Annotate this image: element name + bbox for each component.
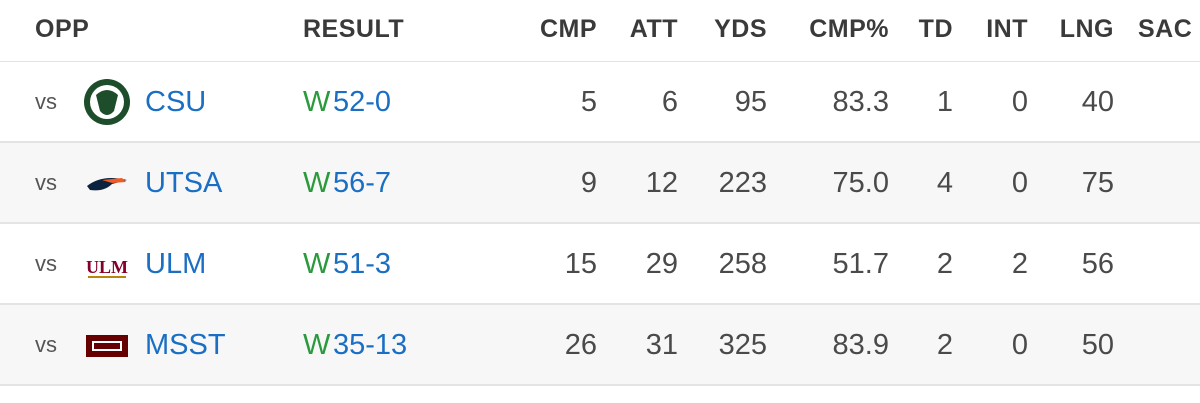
stat-value: 56 [1081, 248, 1114, 280]
vs-label: vs [35, 251, 57, 276]
team-name[interactable]: UTSA [145, 167, 223, 199]
stat-value: 75.0 [832, 167, 889, 199]
stat-value: 9 [580, 167, 597, 199]
game-score[interactable]: 52-0 [333, 86, 392, 118]
column-header[interactable]: LNG [1059, 15, 1114, 43]
column-header[interactable]: TD [918, 15, 953, 43]
stat-value: 0 [1011, 167, 1028, 199]
column-header[interactable]: CMP [539, 15, 597, 43]
stat-value: 26 [564, 329, 597, 361]
team-logo: ULM [86, 257, 128, 278]
stat-value: 4 [936, 167, 953, 199]
column-header[interactable]: OPP [35, 15, 90, 43]
team-name[interactable]: ULM [145, 248, 207, 280]
column-header[interactable]: CMP% [809, 15, 889, 43]
stat-value: 1 [936, 86, 953, 118]
team-name[interactable]: MSST [145, 329, 226, 361]
column-header[interactable]: INT [986, 15, 1028, 43]
game-score[interactable]: 51-3 [333, 248, 392, 280]
game-outcome: W [303, 167, 331, 199]
stat-value: 83.3 [832, 86, 889, 118]
stat-value: 5 [580, 86, 597, 118]
vs-label: vs [35, 170, 57, 195]
stat-value: 258 [718, 248, 767, 280]
stat-value: 12 [645, 167, 678, 199]
team-logo [87, 178, 127, 191]
game-outcome: W [303, 86, 331, 118]
table-row: vs ULM ULM W 51-3 15 29 258 51.7 2 2 56 [0, 224, 1200, 305]
table-row: vs MSST W 35-13 26 31 325 83.9 2 0 50 [0, 305, 1200, 386]
stat-value: 6 [661, 86, 678, 118]
stat-value: 83.9 [832, 329, 889, 361]
stat-value: 51.7 [832, 248, 889, 280]
column-header[interactable]: ATT [629, 15, 678, 43]
stat-value: 40 [1081, 86, 1114, 118]
stat-value: 2 [936, 329, 953, 361]
stat-value: 0 [1011, 86, 1028, 118]
game-score[interactable]: 56-7 [333, 167, 392, 199]
stat-value: 75 [1081, 167, 1114, 199]
vs-label: vs [35, 89, 57, 114]
stat-value: 31 [645, 329, 678, 361]
stat-value: 2 [1011, 248, 1028, 280]
stat-value: 0 [1011, 329, 1028, 361]
game-outcome: W [303, 248, 331, 280]
team-logo [84, 79, 130, 125]
column-header: SAC [1138, 15, 1193, 43]
table-row: vs UTSA W 56-7 9 12 223 75.0 4 0 75 [0, 143, 1200, 224]
svg-text:ULM: ULM [86, 257, 128, 277]
vs-label: vs [35, 332, 57, 357]
team-logo [86, 335, 128, 357]
stat-value: 223 [718, 167, 767, 199]
game-outcome: W [303, 329, 331, 361]
stat-value: 15 [564, 248, 597, 280]
column-header[interactable]: RESULT [303, 15, 405, 43]
stat-value: 325 [718, 329, 767, 361]
team-name[interactable]: CSU [145, 86, 207, 118]
table-row: vs CSU W 52-0 5 6 95 83.3 1 0 40 [0, 62, 1200, 143]
game-score[interactable]: 35-13 [333, 329, 408, 361]
stat-value: 2 [936, 248, 953, 280]
stat-value: 95 [734, 86, 767, 118]
stat-value: 29 [645, 248, 678, 280]
stat-value: 50 [1081, 329, 1114, 361]
column-header[interactable]: YDS [714, 15, 767, 43]
